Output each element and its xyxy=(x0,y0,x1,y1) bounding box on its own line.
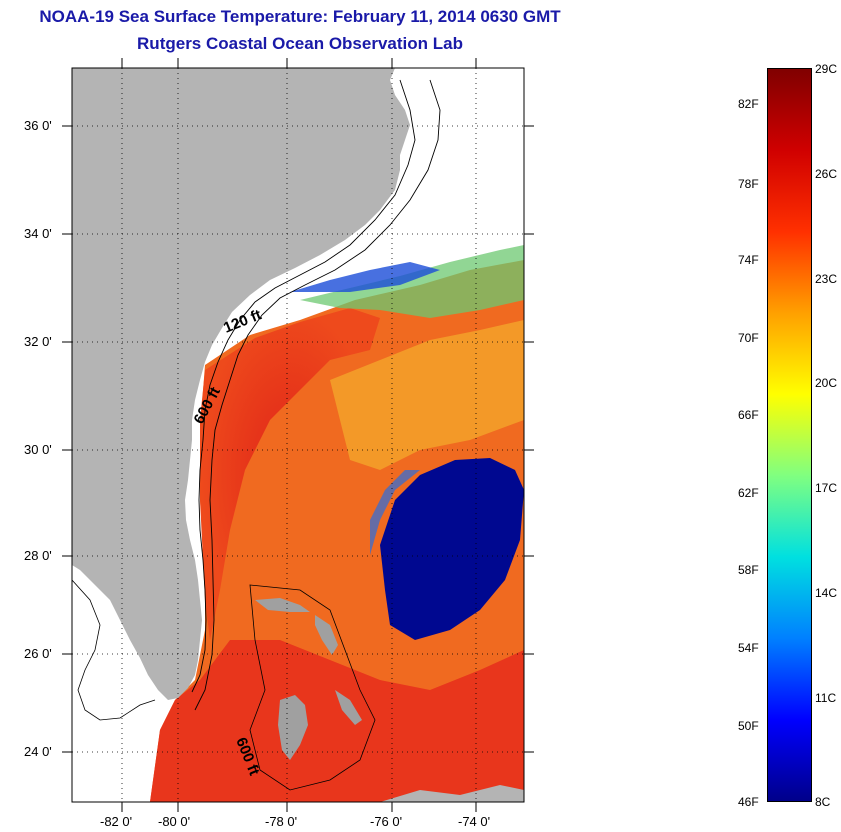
colorbar-label-66f: 66F xyxy=(738,408,759,422)
cold-water-edge xyxy=(370,470,420,555)
colorbar-label-20c: 20C xyxy=(815,376,838,390)
colorbar-label-46f: 46F xyxy=(738,795,759,809)
lat-label-30: 30 0' xyxy=(24,442,52,457)
colorbar-label-74f: 74F xyxy=(738,253,759,267)
lon-label-82: -82 0' xyxy=(100,814,133,829)
colorbar-label-26c: 26C xyxy=(815,167,838,181)
colorbar-label-23c: 23C xyxy=(815,272,838,286)
lon-label-78: -78 0' xyxy=(265,814,298,829)
frontal-zone xyxy=(330,320,524,470)
contour-bahamas-bank xyxy=(249,584,376,791)
land-bahamas-eleuthera xyxy=(335,690,362,725)
graticule xyxy=(72,68,524,802)
map-subtitle: Rutgers Coastal Ocean Observation Lab xyxy=(137,34,463,53)
colorbar-label-11c: 11C xyxy=(815,691,837,705)
land-bahamas-abaco xyxy=(315,615,338,655)
cold-water-mass xyxy=(380,458,524,640)
lat-label-36: 36 0' xyxy=(24,118,52,133)
lon-label-76: -76 0' xyxy=(370,814,403,829)
colorbar-label-17c: 17C xyxy=(815,481,838,495)
lat-label-24: 24 0' xyxy=(24,744,52,759)
land-us-southeast xyxy=(72,68,410,700)
map-title: NOAA-19 Sea Surface Temperature: Februar… xyxy=(39,7,561,26)
land-bahamas-andros xyxy=(278,695,308,760)
land-bahamas-grand-bahama xyxy=(255,598,310,612)
northern-mixed-waters xyxy=(300,245,524,318)
lat-label-32: 32 0' xyxy=(24,334,52,349)
lat-label-34: 34 0' xyxy=(24,226,52,241)
contour-florida-shelf xyxy=(72,579,156,721)
lon-label-80: -80 0' xyxy=(158,814,191,829)
colorbar-label-54f: 54F xyxy=(738,641,759,655)
temperature-colorbar xyxy=(767,68,812,802)
axis-ticks xyxy=(62,58,534,812)
contour-600ft xyxy=(194,79,441,711)
lat-label-28: 28 0' xyxy=(24,548,52,563)
map-frame xyxy=(71,67,525,803)
colorbar-label-14c: 14C xyxy=(815,586,838,600)
colorbar-label-29c: 29C xyxy=(815,62,838,76)
lon-label-74: -74 0' xyxy=(458,814,491,829)
land-cuba-edge xyxy=(380,785,524,802)
lat-label-26: 26 0' xyxy=(24,646,52,661)
colorbar-label-82f: 82F xyxy=(738,97,759,111)
gulf-stream-warm-core xyxy=(200,308,380,640)
colorbar-label-78f: 78F xyxy=(738,177,759,191)
contour-120ft xyxy=(191,79,416,693)
colorbar-label-62f: 62F xyxy=(738,486,759,500)
southern-warm-water xyxy=(150,640,524,802)
northern-blue-patches xyxy=(290,262,440,292)
colorbar-label-50f: 50F xyxy=(738,719,759,733)
colorbar-label-8c: 8C xyxy=(815,795,831,809)
colorbar-label-70f: 70F xyxy=(738,331,759,345)
colorbar-label-58f: 58F xyxy=(738,563,759,577)
